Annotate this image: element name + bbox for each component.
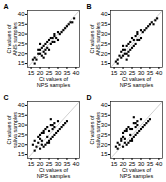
svg-text:15: 15 — [101, 151, 108, 157]
svg-text:30: 30 — [101, 31, 108, 37]
svg-text:20: 20 — [37, 161, 44, 167]
svg-text:35: 35 — [101, 112, 108, 118]
svg-text:25: 25 — [129, 70, 136, 76]
svg-text:20: 20 — [101, 51, 108, 57]
svg-text:15: 15 — [28, 161, 35, 167]
svg-text:Ct values ofANS samples: Ct values ofANS samples — [6, 22, 18, 56]
svg-text:40: 40 — [156, 161, 163, 167]
svg-text:Ct values ofsaliva samples: Ct values ofsaliva samples — [89, 112, 101, 148]
svg-text:25: 25 — [18, 132, 25, 138]
svg-text:25: 25 — [46, 70, 53, 76]
svg-text:40: 40 — [73, 161, 80, 167]
svg-text:D: D — [87, 94, 92, 101]
svg-text:Ct values ofsaliva samples: Ct values ofsaliva samples — [6, 112, 18, 148]
svg-text:C: C — [4, 94, 9, 101]
svg-text:15: 15 — [111, 70, 118, 76]
svg-text:40: 40 — [156, 70, 163, 76]
svg-text:40: 40 — [73, 70, 80, 76]
svg-text:15: 15 — [18, 151, 25, 157]
svg-text:30: 30 — [18, 31, 25, 37]
svg-text:20: 20 — [18, 142, 25, 148]
svg-text:30: 30 — [138, 70, 145, 76]
svg-text:15: 15 — [28, 70, 35, 76]
svg-text:35: 35 — [101, 21, 108, 27]
svg-text:40: 40 — [101, 102, 108, 108]
svg-text:40: 40 — [101, 11, 108, 17]
svg-text:25: 25 — [101, 132, 108, 138]
svg-text:B: B — [87, 3, 92, 10]
svg-text:35: 35 — [18, 112, 25, 118]
svg-text:15: 15 — [101, 60, 108, 66]
svg-text:35: 35 — [64, 161, 71, 167]
svg-text:20: 20 — [120, 161, 127, 167]
svg-text:35: 35 — [147, 70, 154, 76]
svg-text:15: 15 — [18, 60, 25, 66]
svg-text:A: A — [4, 3, 9, 10]
svg-text:Ct values ofNPS samples: Ct values ofNPS samples — [37, 167, 71, 179]
svg-text:35: 35 — [147, 161, 154, 167]
svg-text:Ct values ofNPS samples: Ct values ofNPS samples — [37, 76, 71, 88]
svg-text:25: 25 — [18, 41, 25, 47]
svg-text:15: 15 — [111, 161, 118, 167]
svg-text:35: 35 — [64, 70, 71, 76]
svg-text:Ct values ofNPS samples: Ct values ofNPS samples — [120, 76, 154, 88]
svg-text:25: 25 — [101, 41, 108, 47]
svg-text:30: 30 — [55, 70, 62, 76]
svg-text:30: 30 — [101, 122, 108, 128]
svg-text:20: 20 — [120, 70, 127, 76]
svg-text:Ct values ofANS samples: Ct values ofANS samples — [89, 22, 101, 56]
svg-text:20: 20 — [18, 51, 25, 57]
svg-text:35: 35 — [18, 21, 25, 27]
svg-text:30: 30 — [55, 161, 62, 167]
svg-text:40: 40 — [18, 102, 25, 108]
svg-text:30: 30 — [18, 122, 25, 128]
svg-text:Ct values ofNPS samples: Ct values ofNPS samples — [120, 167, 154, 179]
svg-text:20: 20 — [37, 70, 44, 76]
svg-text:20: 20 — [101, 142, 108, 148]
svg-text:25: 25 — [129, 161, 136, 167]
svg-text:25: 25 — [46, 161, 53, 167]
svg-text:40: 40 — [18, 11, 25, 17]
svg-text:30: 30 — [138, 161, 145, 167]
